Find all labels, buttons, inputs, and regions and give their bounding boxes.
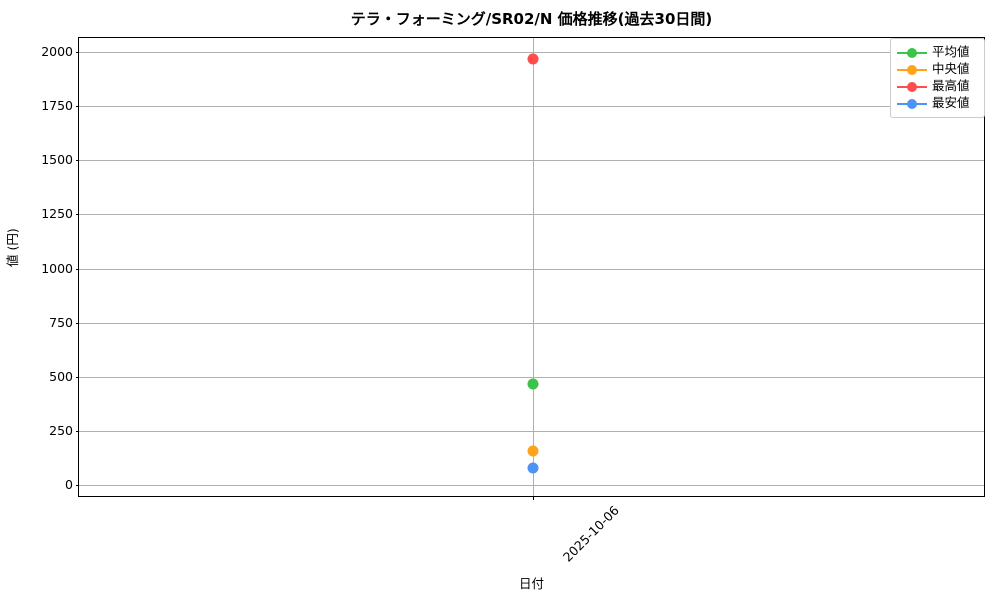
gridline-horizontal (79, 268, 984, 270)
y-tick-label: 0 (65, 476, 73, 492)
legend-label-median: 中央値 (932, 61, 970, 77)
y-tick-mark (75, 52, 79, 54)
gridline-horizontal (79, 485, 984, 486)
x-tick-mark (532, 496, 534, 500)
y-tick-label: 1500 (41, 152, 73, 168)
y-tick-mark (75, 376, 79, 378)
chart-title: テラ・フォーミング/SR02/N 価格推移(過去30日間) (350, 10, 713, 28)
y-tick-mark (75, 430, 79, 432)
gridline-horizontal (79, 430, 984, 432)
chart-legend[interactable]: 平均値 中央値 最高値 最安値 (890, 38, 985, 118)
x-axis-label: 日付 (518, 576, 544, 591)
y-tick-mark (75, 268, 79, 270)
data-point-average (527, 378, 538, 390)
legend-item-lowest[interactable]: 最安値 (897, 95, 978, 112)
gridline-horizontal (79, 322, 984, 324)
legend-label-average: 平均値 (932, 44, 970, 60)
plot-area: 0 250 500 750 1000 1250 1500 1750 2000 (41, 37, 985, 500)
data-point-lowest (527, 462, 538, 474)
y-tick-label: 250 (49, 422, 73, 438)
y-tick-label: 750 (49, 314, 73, 330)
gridline-horizontal (79, 376, 984, 378)
y-tick-mark (75, 485, 79, 486)
gridline-horizontal (79, 106, 984, 108)
y-tick-label: 1000 (41, 260, 73, 276)
y-tick-mark (75, 106, 79, 108)
legend-label-highest: 最高値 (932, 78, 970, 94)
legend-item-median[interactable]: 中央値 (897, 61, 978, 78)
legend-item-highest[interactable]: 最高値 (897, 78, 978, 95)
legend-item-average[interactable]: 平均値 (897, 44, 978, 61)
y-tick-label: 1750 (41, 97, 73, 113)
gridline-horizontal (79, 52, 984, 54)
y-tick-mark (75, 322, 79, 324)
legend-marker-lowest-icon (897, 98, 927, 109)
x-tick-label: 2025-10-06 (559, 502, 622, 565)
y-tick-label: 500 (49, 368, 73, 384)
y-axis-label: 値 (円) (5, 228, 20, 267)
legend-marker-highest-icon (897, 81, 927, 92)
y-tick-label: 2000 (41, 43, 73, 59)
gridline-horizontal (79, 160, 984, 162)
y-tick-label: 1250 (41, 206, 73, 222)
gridline-vertical (532, 38, 534, 496)
data-point-highest (527, 53, 538, 65)
legend-marker-average-icon (897, 47, 927, 58)
y-tick-mark (75, 214, 79, 216)
y-tick-mark (75, 160, 79, 162)
data-point-median (527, 445, 538, 457)
legend-marker-median-icon (897, 64, 927, 75)
gridline-horizontal (79, 214, 984, 216)
legend-label-lowest: 最安値 (932, 95, 970, 111)
